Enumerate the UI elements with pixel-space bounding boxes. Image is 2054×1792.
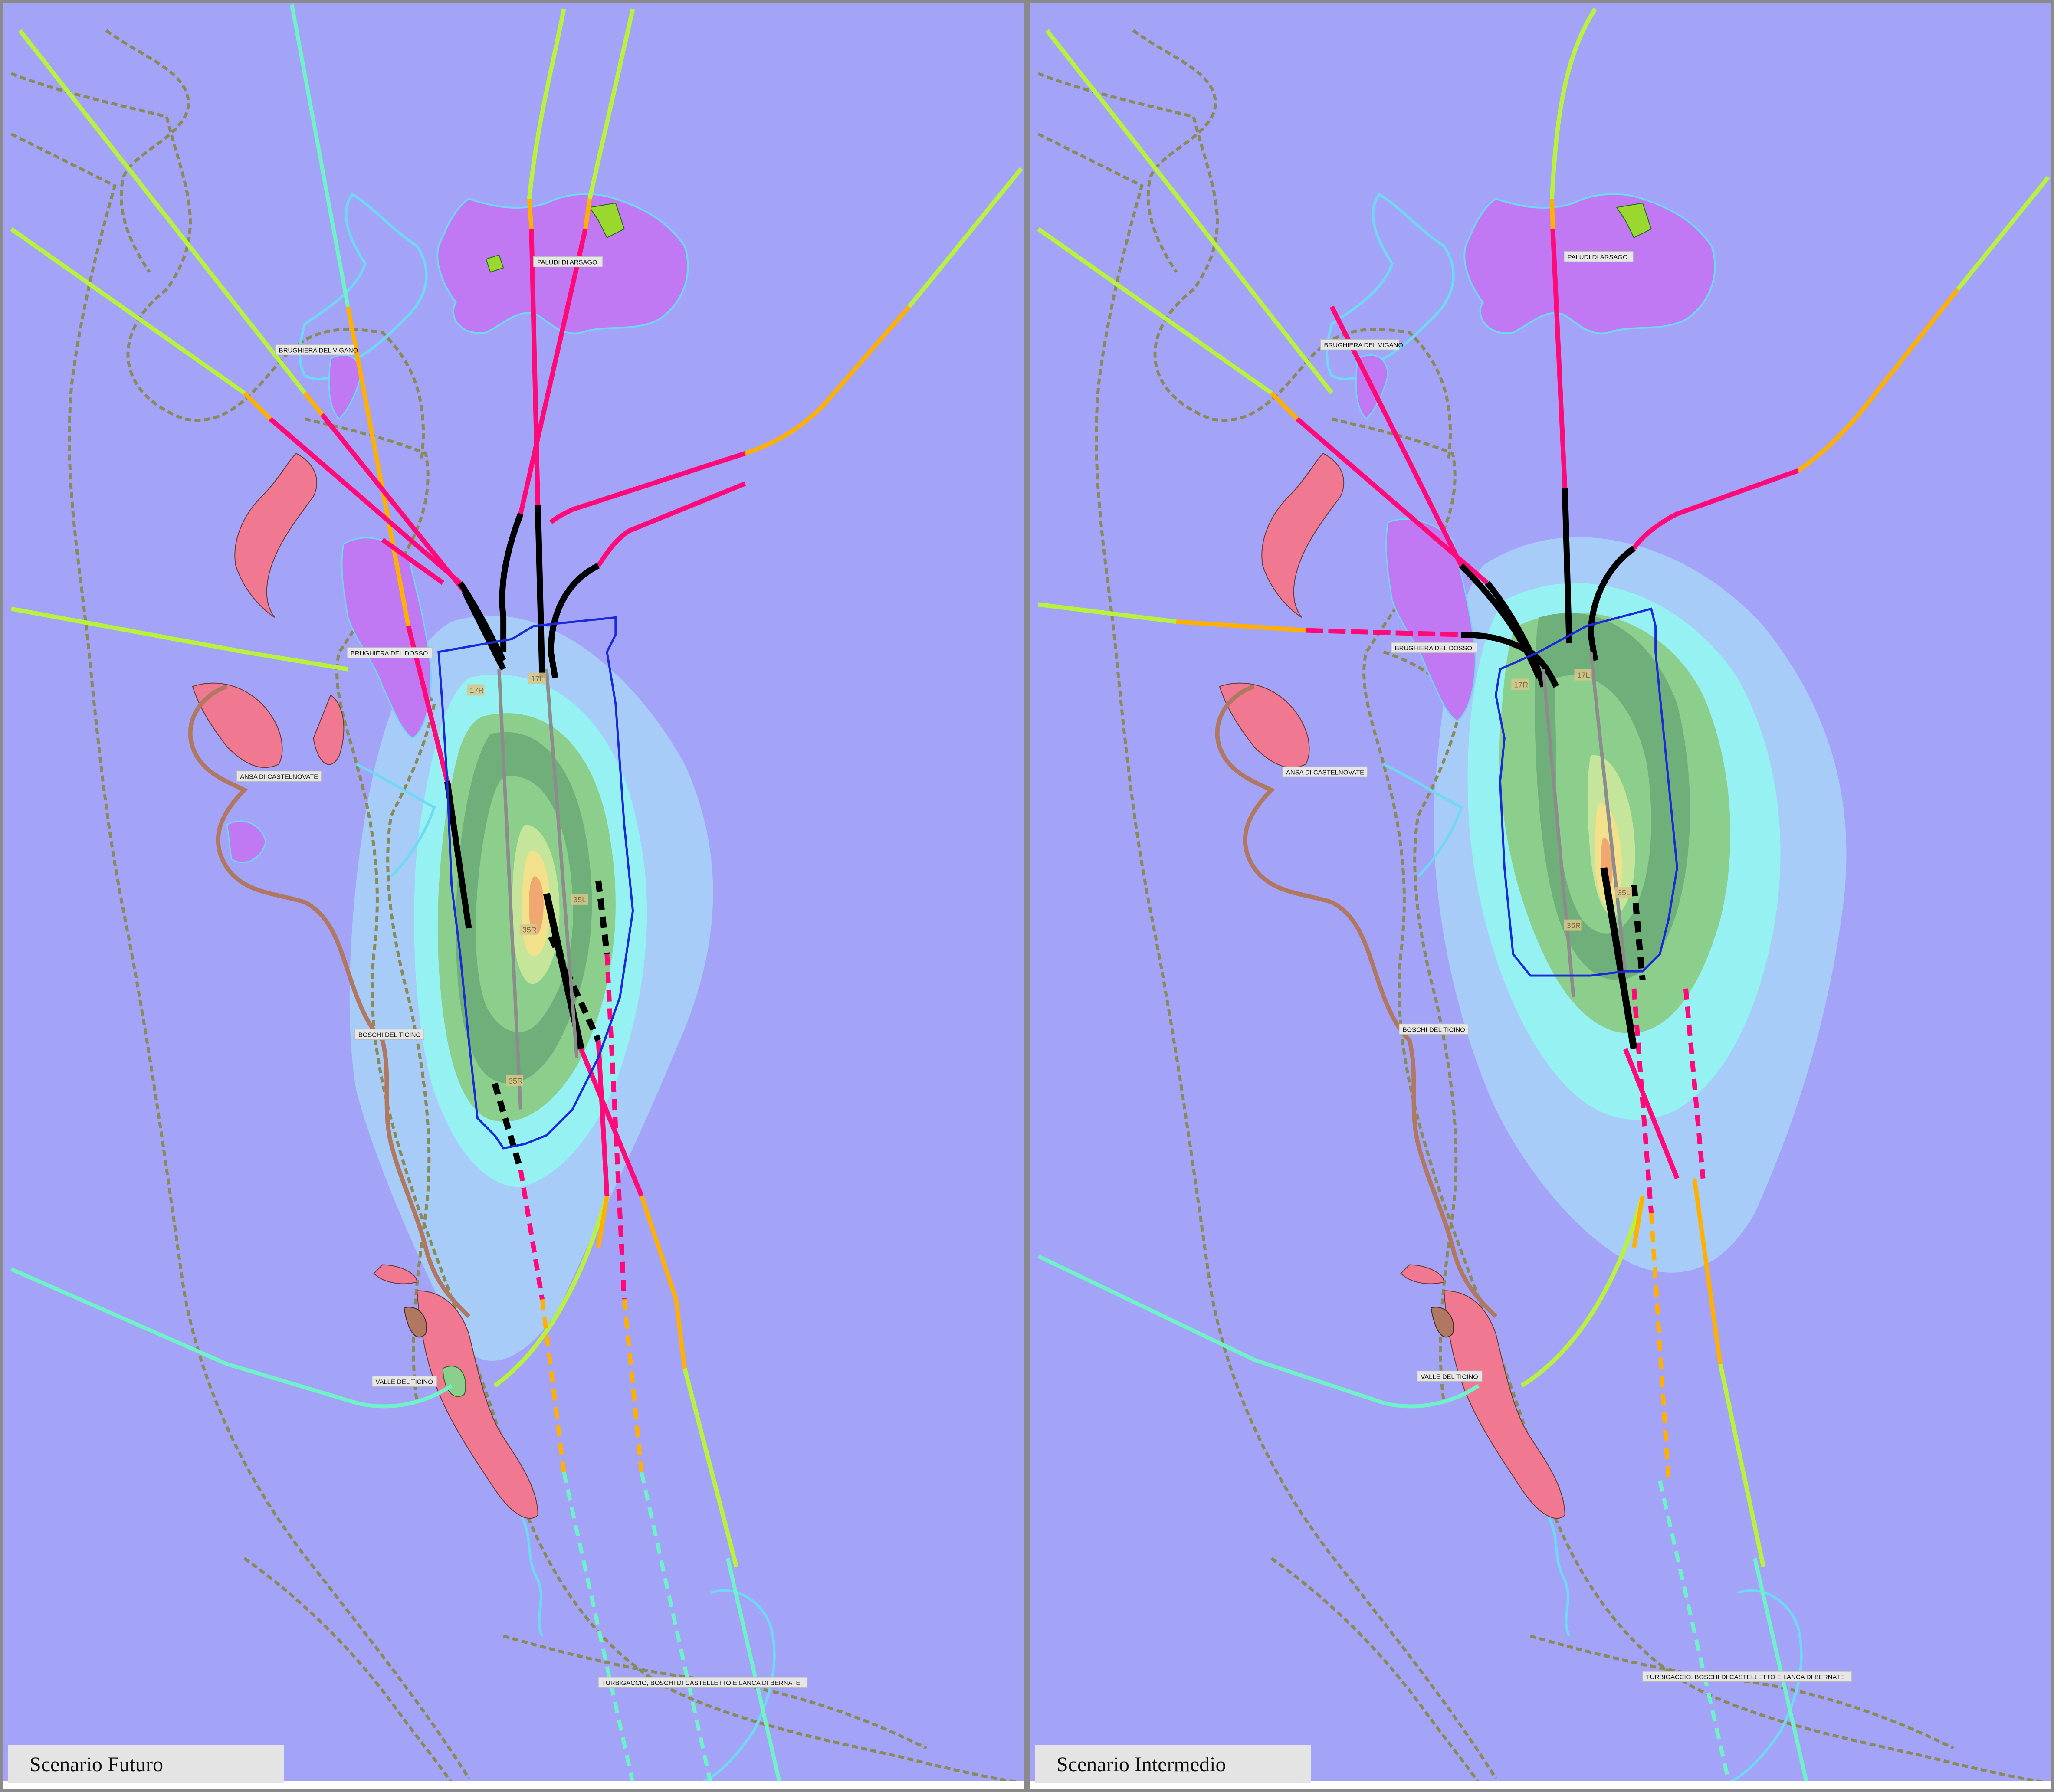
label-brughiera-del-dosso: BRUGHIERA DEL DOSSO (1395, 645, 1472, 652)
runway-17l-35l (1589, 652, 1627, 972)
label-brughiera-del-dosso: BRUGHIERA DEL DOSSO (351, 650, 428, 657)
label-valle-del-ticino: VALLE DEL TICINO (1421, 1373, 1478, 1380)
label-paludi-di-arsago: PALUDI DI ARSAGO (1568, 253, 1628, 261)
scenario-title-futuro: Scenario Futuro (8, 1745, 284, 1783)
label-turbigaccio: TURBIGACCIO, BOSCHI DI CASTELLETTO E LAN… (602, 1680, 801, 1687)
label-ansa-di-castelnovate: ANSA DI CASTELNOVATE (1286, 769, 1364, 776)
contour-level-8 (529, 876, 544, 935)
runway-17r-35r (1542, 669, 1575, 998)
scenario-title-intermedio: Scenario Intermedio (1035, 1745, 1311, 1783)
airport-boundary (1494, 607, 1678, 977)
map-canvas: 17R 17L 35L 35R 35R PALUDI DI ARSAGO BRU… (10, 4, 1023, 1785)
paludi-area (1463, 193, 1716, 334)
runway-label-17r: 17R (1514, 680, 1528, 689)
runway-label-35r-upper: 35R (522, 926, 537, 934)
runway-labels: 17R 17L 35L 35R (1511, 669, 1632, 931)
runway-label-35r: 35R (509, 1077, 523, 1085)
label-boschi-del-ticino: BOSCHI DEL TICINO (358, 1031, 421, 1039)
label-valle-del-ticino: VALLE DEL TICINO (376, 1378, 433, 1386)
dosso-area (341, 537, 432, 739)
runway-17l-35l (545, 669, 579, 1058)
runways (1542, 652, 1627, 998)
runways (497, 669, 579, 1110)
label-brughiera-del-vigano: BRUGHIERA DEL VIGANO (279, 347, 358, 354)
runway-label-17r: 17R (470, 686, 484, 695)
runway-17r-35r (497, 669, 522, 1110)
map-canvas: 17R 17L 35L 35R PALUDI DI ARSAGO BRUGHIE… (1037, 7, 2050, 1785)
flight-routes (1037, 7, 2050, 1783)
place-labels: PALUDI DI ARSAGO BRUGHIERA DEL VIGANO BR… (1282, 251, 1852, 1682)
airport-boundary (437, 616, 634, 1150)
label-paludi-di-arsago: PALUDI DI ARSAGO (537, 259, 597, 266)
noise-contours (1434, 537, 1847, 1273)
dosso-area (1385, 518, 1476, 722)
natura-areas (1215, 193, 1716, 1519)
label-boschi-del-ticino: BOSCHI DEL TICINO (1403, 1026, 1465, 1033)
runway-label-35l: 35L (1618, 888, 1631, 897)
map-panel-intermedio: 17R 17L 35L 35R PALUDI DI ARSAGO BRUGHIE… (1027, 0, 2054, 1792)
flight-routes (10, 4, 1023, 1783)
runway-label-35r: 35R (1567, 921, 1581, 930)
map-panel-futuro: 17R 17L 35L 35R 35R PALUDI DI ARSAGO BRU… (0, 0, 1027, 1792)
park-boundaries (298, 193, 776, 1784)
runway-label-17l: 17L (1577, 671, 1590, 680)
label-brughiera-del-vigano: BRUGHIERA DEL VIGANO (1324, 341, 1404, 349)
place-labels: PALUDI DI ARSAGO BRUGHIERA DEL VIGANO BR… (236, 256, 808, 1688)
label-ansa-di-castelnovate: ANSA DI CASTELNOVATE (240, 773, 318, 780)
label-turbigaccio: TURBIGACCIO, BOSCHI DI CASTELLETTO E LAN… (1646, 1674, 1845, 1681)
runway-labels: 17R 17L 35L 35R 35R (467, 672, 588, 1086)
runway-label-17l: 17L (531, 675, 544, 683)
runway-label-35l: 35L (573, 895, 586, 904)
